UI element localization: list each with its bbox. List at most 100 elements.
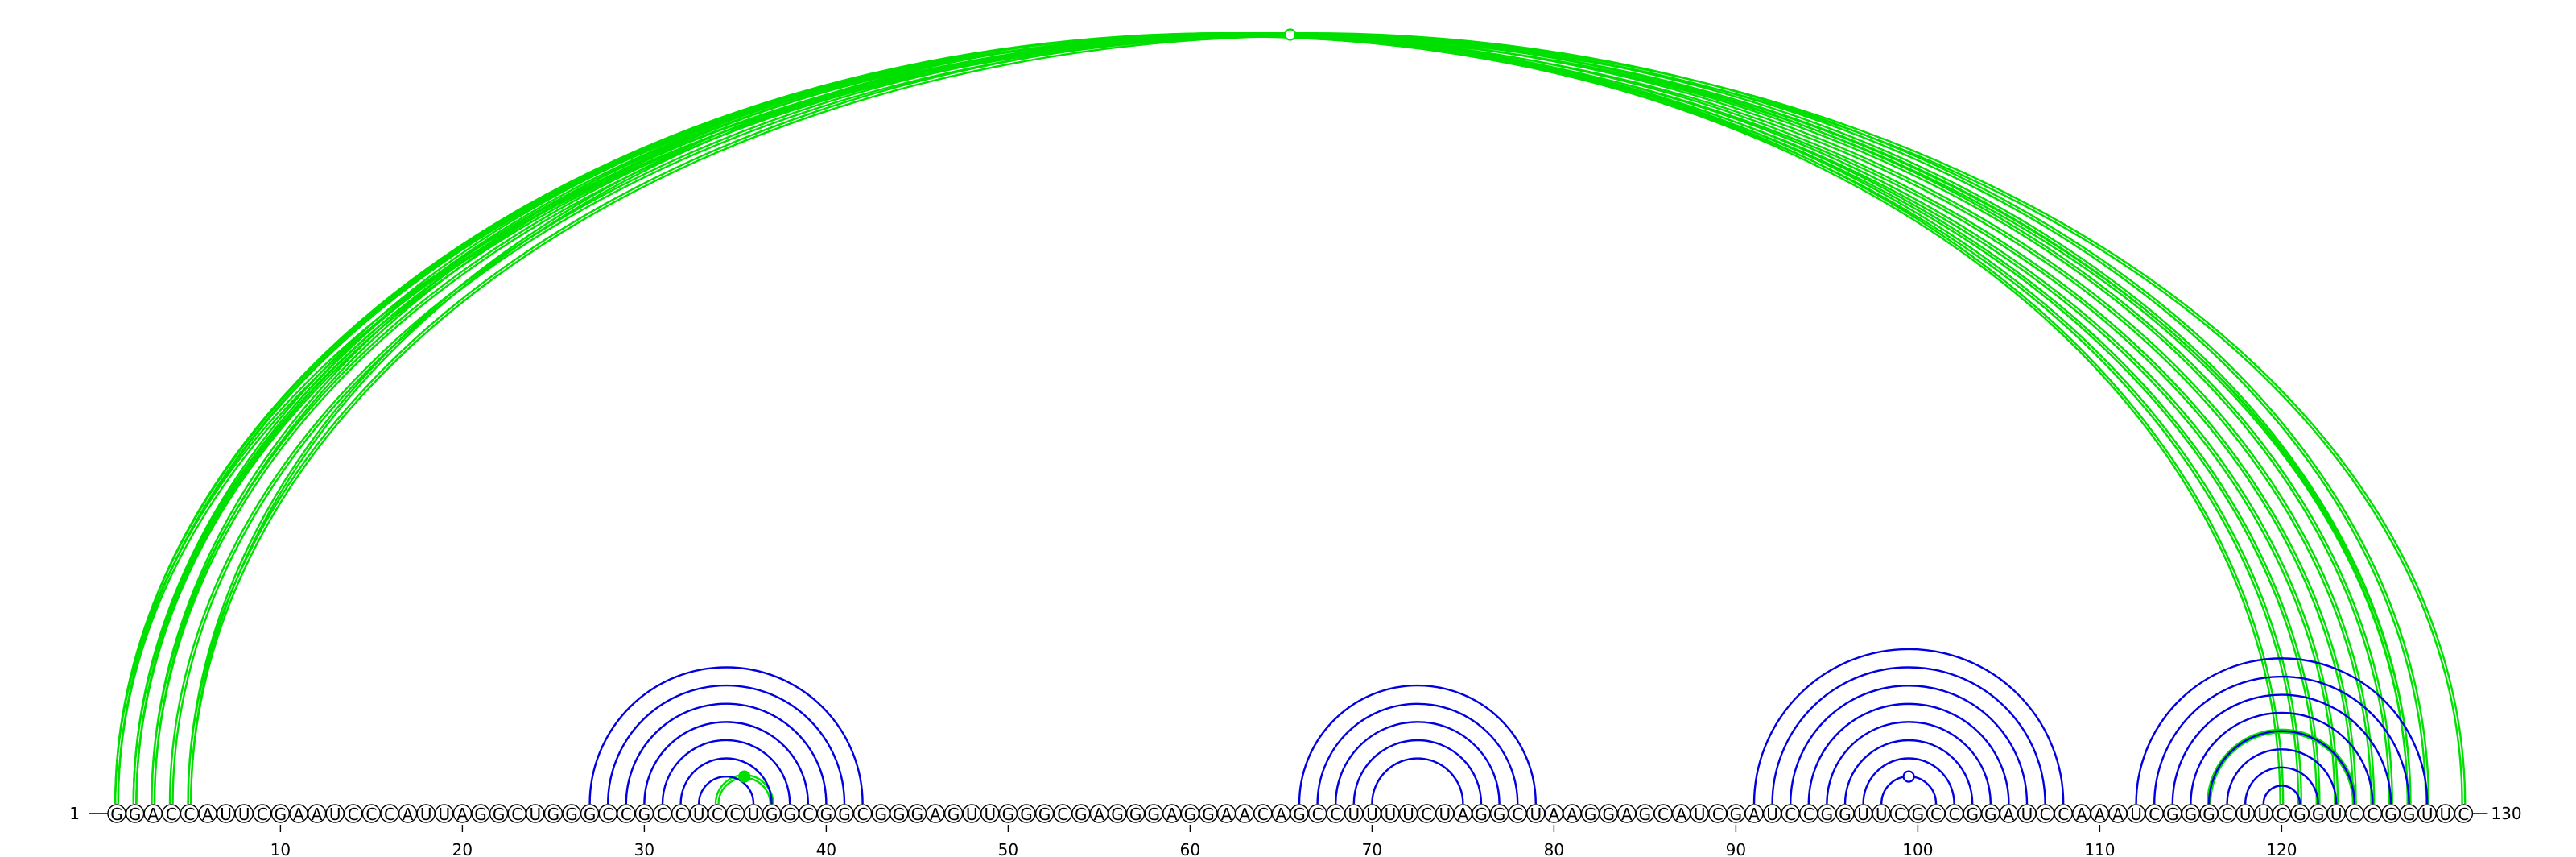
nucleotide-75: A (1453, 804, 1473, 824)
nucleotide-letter: U (2130, 805, 2142, 824)
nucleotide-89: C (1708, 804, 1728, 824)
nucleotide-letter: C (1803, 805, 1814, 824)
nucleotide-64: C (1253, 804, 1273, 824)
blue-arc-96-103 (1843, 739, 1974, 805)
nucleotide-101: C (1926, 804, 1946, 824)
green-arc-3-121-strand-2 (151, 32, 2302, 805)
nucleotide-letter: U (1530, 805, 1542, 824)
nucleotide-letter: A (457, 805, 469, 824)
nucleotide-56: G (1108, 804, 1127, 824)
nucleotide-53: C (1053, 804, 1072, 824)
nucleotide-letter: C (1312, 805, 1323, 824)
nucleotide-43: G (871, 804, 890, 824)
nucleotide-80: A (1544, 804, 1564, 824)
nucleotide-letter: C (657, 805, 668, 824)
tick-label-80: 80 (1544, 840, 1564, 857)
nucleotide-letter: G (766, 805, 778, 824)
nucleotide-36: U (744, 804, 763, 824)
arc-marker-layer (738, 28, 1915, 783)
nucleotide-57: G (1125, 804, 1146, 824)
nucleotide-letter: U (1694, 805, 1706, 824)
blue-arc-91-108 (1752, 648, 2065, 805)
blue-arc-31-38 (661, 739, 791, 805)
nucleotide-letter: G (110, 805, 123, 824)
nucleotide-letter: A (1621, 805, 1633, 824)
tick-label-70: 70 (1362, 840, 1382, 857)
green-arc-2-122-strand-2 (132, 32, 2321, 805)
nucleotide-letter: G (1639, 805, 1652, 824)
nucleotide-letter: A (2004, 805, 2015, 824)
nucleotide-letter: G (2202, 805, 2215, 824)
nucleotide-123: U (2326, 804, 2346, 824)
nucleotide-letter: G (820, 805, 833, 824)
nucleotide-letter: C (2458, 805, 2469, 824)
nucleotide-letter: A (293, 805, 304, 824)
nucleotide-17: A (398, 804, 418, 824)
nucleotide-83: G (1599, 804, 1618, 824)
nucleotide-letter: U (2439, 805, 2451, 824)
blue-arc-92-107 (1771, 666, 2046, 805)
nucleotide-letter: A (147, 805, 159, 824)
tick-label-110: 110 (2084, 840, 2115, 857)
nucleotide-letter: U (1348, 805, 1360, 824)
nucleotide-letter: G (275, 805, 287, 824)
nucleotide-128: U (2417, 804, 2437, 824)
nucleotide-77: G (1489, 804, 1509, 824)
nucleotide-letter: A (1549, 805, 1560, 824)
green-arc-116-124-strand-2 (2207, 728, 2357, 805)
tick-label-100: 100 (1902, 840, 1933, 857)
nucleotide-letter: G (1202, 805, 1215, 824)
green-arc-2-127-strand-2 (132, 32, 2412, 805)
nucleotide-1: G (107, 804, 126, 824)
nucleotide-letter: G (1038, 805, 1051, 824)
blue-arc-93-106 (1790, 684, 2029, 805)
green-arc-2-122-strand-1 (135, 35, 2318, 805)
nucleotide-letter: G (1602, 805, 1615, 824)
nucleotide-letter: A (2112, 805, 2124, 824)
nucleotide-letter: C (184, 805, 195, 824)
nucleotide-letter: A (202, 805, 213, 824)
nucleotide-125: C (2363, 804, 2383, 824)
tick-label-120: 120 (2266, 840, 2297, 857)
nucleotide-letter: A (1276, 805, 1287, 824)
nucleotide-letter: C (1949, 805, 1960, 824)
nucleotide-letter: G (1020, 805, 1033, 824)
nucleotide-letter: A (1567, 805, 1578, 824)
nucleotide-letter: U (748, 805, 760, 824)
nucleotide-letter: G (1075, 805, 1088, 824)
nucleotide-letter: G (1129, 805, 1142, 824)
nucleotide-91: A (1744, 804, 1764, 824)
nucleotide-55: A (1089, 804, 1109, 824)
green-arc-3-121-strand-1 (153, 35, 2300, 805)
nucleotide-letter: A (2095, 805, 2106, 824)
nucleotide-letter: U (2421, 805, 2434, 824)
nucleotide-47: G (943, 804, 964, 824)
nucleotide-4: C (162, 804, 181, 824)
nucleotide-letter: U (1876, 805, 1888, 824)
nucleotide-41: G (835, 804, 854, 824)
blue-arc-95-104 (1826, 721, 1992, 805)
nucleotide-letter: U (2257, 805, 2269, 824)
nucleotide-99: C (1890, 804, 1909, 824)
nucleotide-letter: U (420, 805, 432, 824)
nucleotide-letter: C (2276, 805, 2287, 824)
green-arc-5-128-strand-2 (187, 32, 2430, 805)
green-arc-4-127-strand-2 (168, 32, 2412, 805)
blue-arc-30-39 (643, 721, 809, 805)
nucleotide-127: G (2399, 804, 2419, 824)
tick-label-30: 30 (634, 840, 654, 857)
nucleotide-86: C (1653, 804, 1673, 824)
nucleotide-74: U (1435, 804, 1455, 824)
blue-arc-119-121 (2262, 785, 2301, 805)
nucleotide-letter: C (1421, 805, 1432, 824)
nucleotide-letter: G (547, 805, 560, 824)
green-arc-1-130-strand-1 (117, 35, 2463, 805)
blue-arc-27-42 (588, 666, 864, 805)
nucleotide-letter: G (1111, 805, 1124, 824)
nucleotide-124: C (2345, 804, 2364, 824)
nucleotide-35: C (725, 804, 745, 824)
nucleotide-118: U (2235, 804, 2255, 824)
nucleotide-20: A (452, 804, 473, 824)
nucleotide-letter: G (874, 805, 887, 824)
